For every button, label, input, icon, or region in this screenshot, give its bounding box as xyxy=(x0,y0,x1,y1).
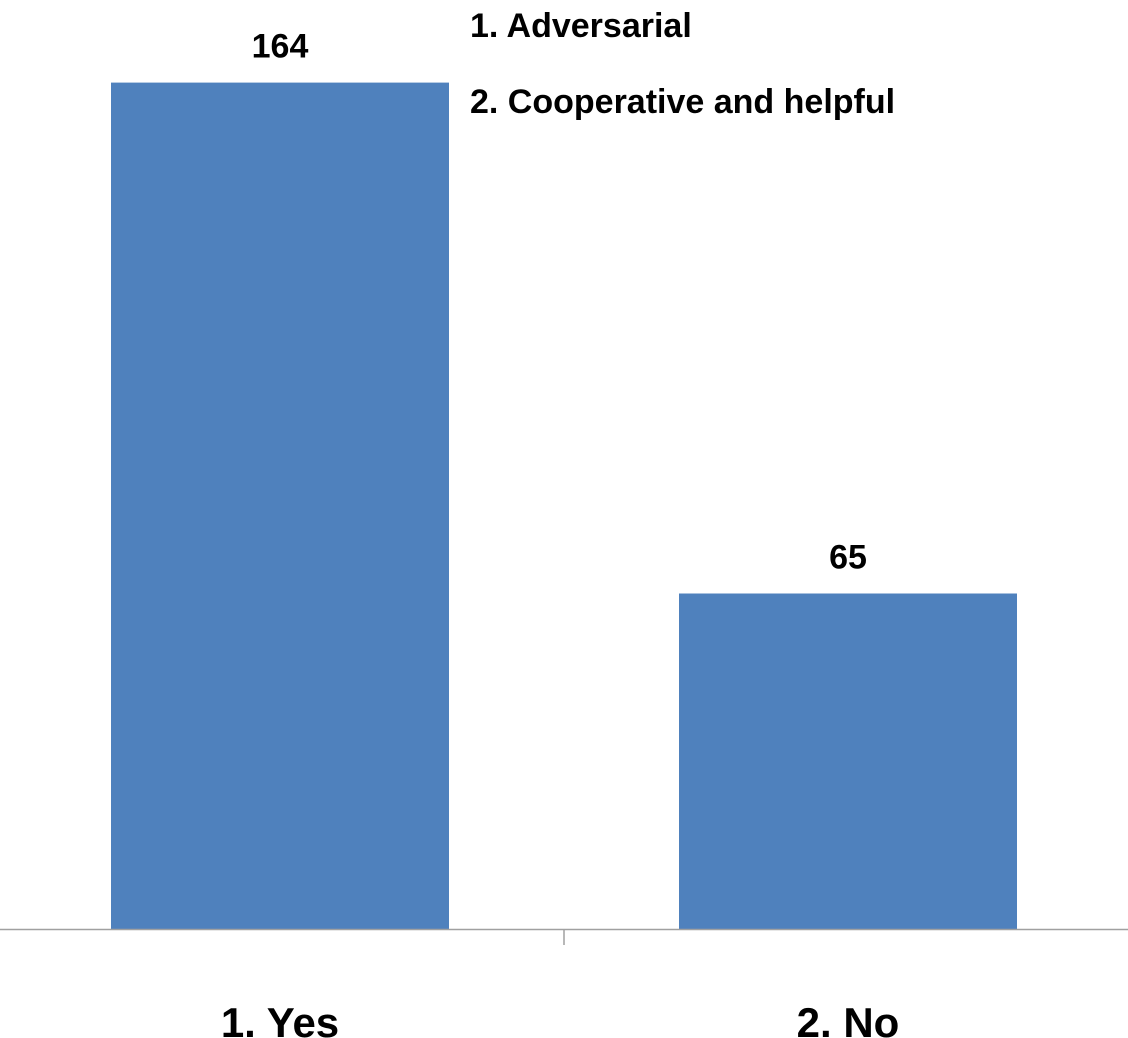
legend-entry-adversarial: 1. Adversarial xyxy=(470,7,692,45)
bars-layer xyxy=(111,82,1017,930)
bar-1 xyxy=(111,82,449,930)
legend-entry-cooperative: 2. Cooperative and helpful xyxy=(470,83,896,121)
category-label-2: 2. No xyxy=(797,999,900,1038)
bar-2 xyxy=(679,593,1017,929)
data-label-2: 65 xyxy=(829,539,867,577)
labels-layer: 164 1. Yes 65 2. No xyxy=(221,28,900,1038)
x-axis xyxy=(0,928,1128,945)
category-label-1: 1. Yes xyxy=(221,999,339,1038)
data-label-1: 164 xyxy=(252,28,309,66)
